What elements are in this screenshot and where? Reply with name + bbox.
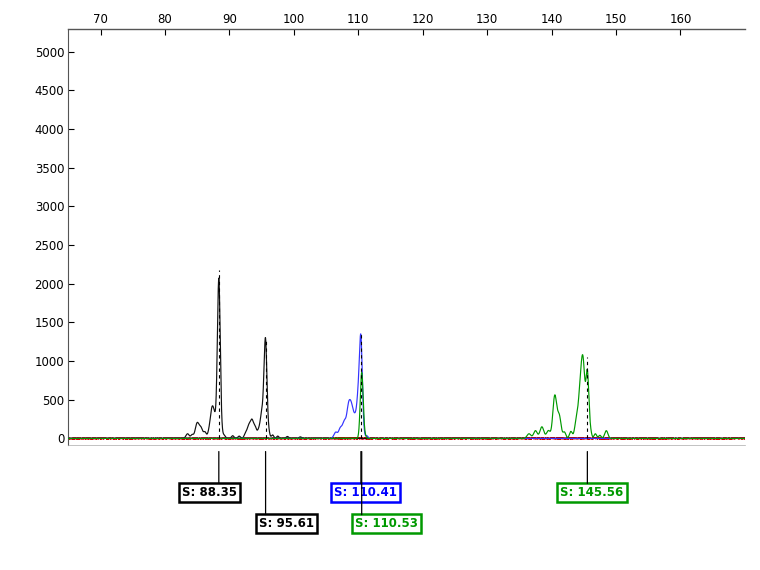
Text: S: 145.56: S: 145.56: [560, 486, 623, 499]
Text: S: 110.41: S: 110.41: [334, 486, 397, 499]
Text: S: 88.35: S: 88.35: [182, 486, 236, 499]
Text: S: 95.61: S: 95.61: [259, 518, 314, 531]
Text: S: 110.53: S: 110.53: [355, 518, 418, 531]
